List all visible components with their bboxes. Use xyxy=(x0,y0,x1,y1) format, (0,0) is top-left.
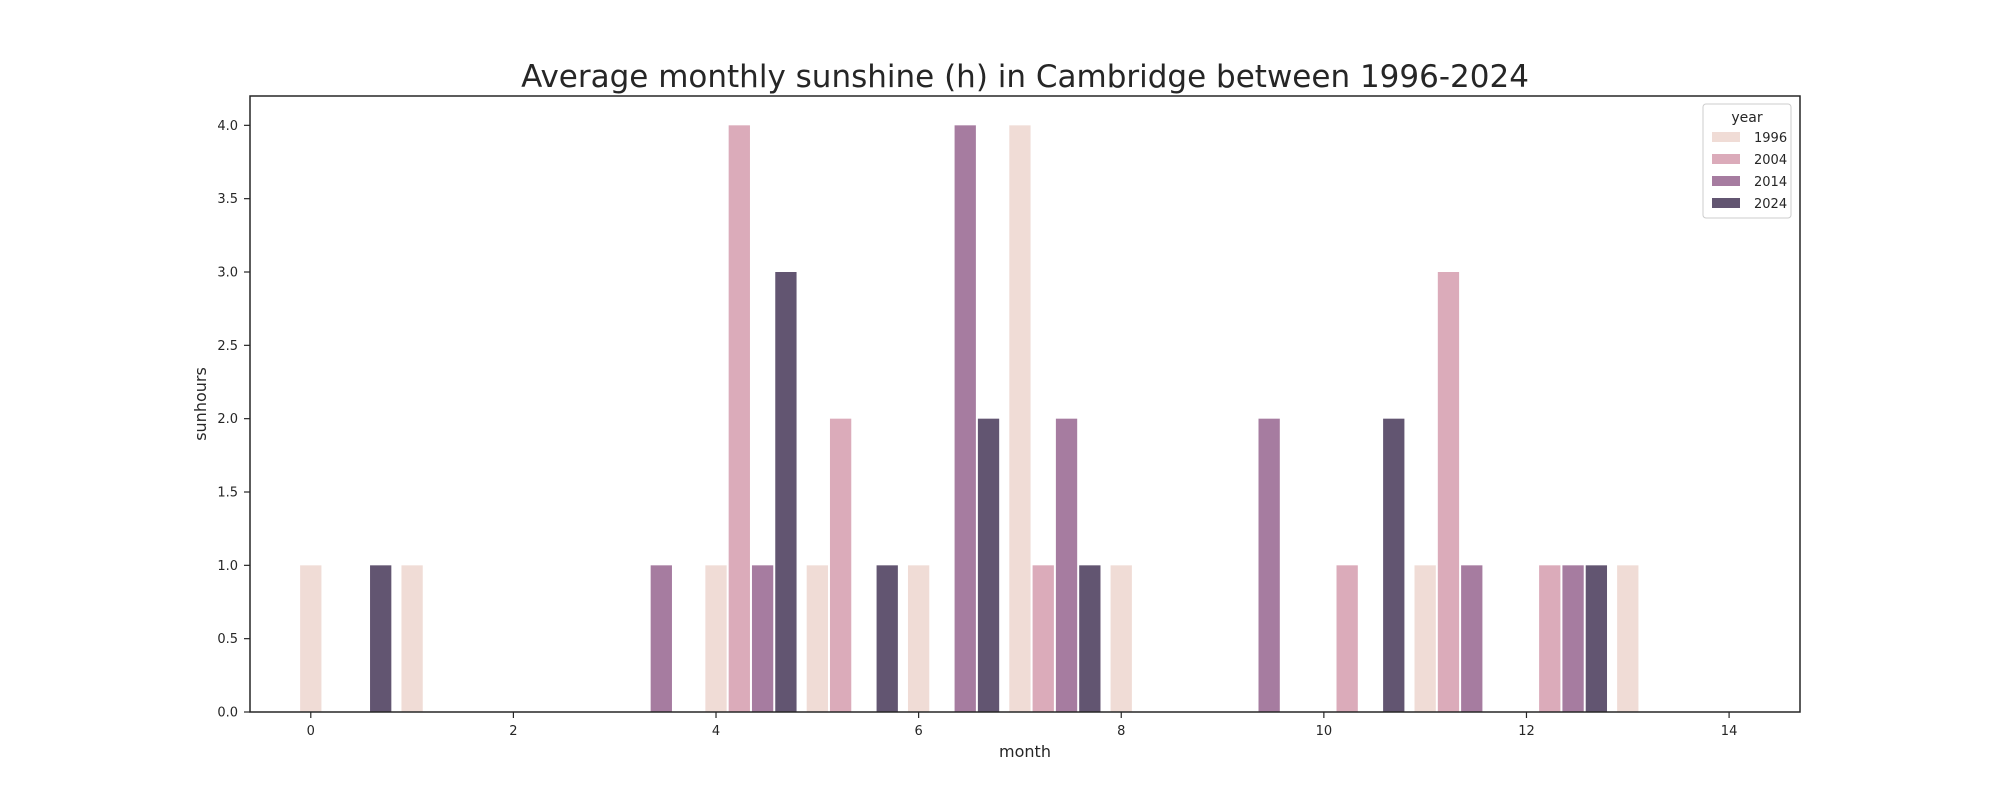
bar-2014-4 xyxy=(751,565,774,712)
legend: year 1996 2004 2014 2024 xyxy=(1702,103,1792,219)
x-tick-label: 4 xyxy=(712,724,720,739)
y-tick-label: 3.0 xyxy=(217,266,238,281)
x-tick-label: 0 xyxy=(307,724,315,739)
x-axis-label: month xyxy=(999,742,1051,761)
bar-2014-11 xyxy=(1461,565,1483,712)
bar-2014-12 xyxy=(1562,565,1584,712)
bar-1996-4 xyxy=(705,565,727,712)
y-tick-label: 2.0 xyxy=(217,412,238,427)
legend-swatch-1996 xyxy=(1712,132,1740,142)
chart-title: Average monthly sunshine (h) in Cambridg… xyxy=(521,59,1529,95)
bars-layer xyxy=(300,125,1639,712)
bar-2004-4 xyxy=(728,125,750,712)
legend-swatch-2024 xyxy=(1712,198,1740,208)
bar-1996-13 xyxy=(1617,565,1639,712)
y-tick-label: 0.5 xyxy=(217,632,238,647)
x-tick-label: 6 xyxy=(914,724,922,739)
bar-2024-5 xyxy=(876,565,898,712)
bar-2024-12 xyxy=(1585,565,1608,712)
bar-1996-1 xyxy=(401,565,423,712)
y-tick-label: 3.5 xyxy=(217,192,238,207)
bar-2024-0 xyxy=(370,565,392,712)
bar-2014-3 xyxy=(650,565,672,712)
bar-2014-7 xyxy=(1055,418,1078,712)
legend-label-2014: 2014 xyxy=(1754,175,1787,190)
bar-2004-7 xyxy=(1032,565,1054,712)
x-tick-label: 2 xyxy=(509,724,517,739)
y-axis: 0.0 0.5 1.0 1.5 2.0 2.5 3.0 3.5 4.0 xyxy=(217,119,250,721)
x-tick-label: 8 xyxy=(1117,724,1125,739)
x-axis: 0 2 4 6 8 10 12 14 xyxy=(307,712,1738,739)
x-tick-label: 10 xyxy=(1316,724,1333,739)
bar-1996-0 xyxy=(300,565,322,712)
y-tick-label: 0.0 xyxy=(217,706,238,721)
legend-label-1996: 1996 xyxy=(1754,131,1787,146)
bar-2014-6 xyxy=(954,125,976,712)
bar-2004-10 xyxy=(1336,565,1358,712)
bar-2004-12 xyxy=(1539,565,1561,712)
bar-2004-5 xyxy=(829,418,852,712)
x-tick-label: 12 xyxy=(1518,724,1535,739)
bar-2024-10 xyxy=(1383,418,1405,712)
legend-label-2004: 2004 xyxy=(1754,153,1787,168)
legend-swatch-2004 xyxy=(1712,154,1740,164)
bar-2024-7 xyxy=(1079,565,1101,712)
bar-1996-5 xyxy=(806,565,828,712)
bar-1996-11 xyxy=(1414,565,1436,712)
y-axis-label: sunhours xyxy=(191,367,210,441)
y-tick-label: 1.5 xyxy=(217,486,238,501)
legend-title: year xyxy=(1731,110,1762,126)
bar-1996-8 xyxy=(1110,565,1132,712)
y-tick-label: 2.5 xyxy=(217,339,238,354)
x-tick-label: 14 xyxy=(1721,724,1738,739)
legend-swatch-2014 xyxy=(1712,176,1740,186)
bar-2014-9 xyxy=(1258,418,1280,712)
bar-1996-6 xyxy=(907,565,930,712)
y-tick-label: 1.0 xyxy=(217,559,238,574)
y-tick-label: 4.0 xyxy=(217,119,238,134)
bar-2004-11 xyxy=(1437,272,1460,712)
plot-frame xyxy=(249,95,1801,713)
bar-2024-4 xyxy=(775,272,797,712)
legend-label-2024: 2024 xyxy=(1754,197,1787,212)
bar-2024-6 xyxy=(977,418,1000,712)
bar-1996-7 xyxy=(1009,125,1031,712)
